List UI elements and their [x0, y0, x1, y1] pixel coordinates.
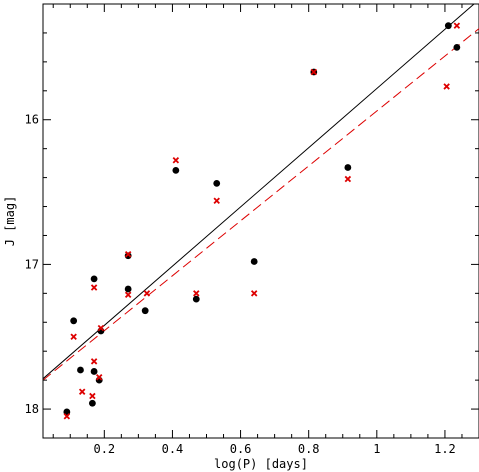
data-point-cross: [453, 22, 461, 29]
data-point-circle: [192, 295, 200, 303]
x-tick-label: 0.2: [93, 442, 115, 456]
data-point-circle: [124, 252, 132, 260]
data-point-circle: [453, 44, 461, 51]
y-tick-label: 16: [25, 113, 39, 127]
data-point-cross: [124, 291, 132, 299]
data-point-cross: [443, 83, 450, 90]
axis-ticks: [43, 3, 479, 439]
data-point-cross: [213, 197, 220, 204]
dashed-fit-line: [43, 28, 479, 381]
data-point-cross: [344, 175, 352, 183]
x-tick-label: 1: [373, 442, 380, 456]
x-axis-label: log(P) [days]: [214, 457, 308, 471]
data-point-circle: [444, 22, 452, 30]
y-tick-label: 18: [25, 402, 39, 416]
data-point-cross: [124, 251, 132, 258]
data-point-cross: [90, 284, 98, 291]
x-tick-label: 1.2: [434, 442, 456, 456]
data-point-circle: [172, 166, 180, 174]
data-point-cross: [70, 333, 77, 340]
x-tick-label: 0.4: [162, 442, 184, 456]
data-point-cross: [63, 413, 71, 420]
solid-fit-line: [43, 4, 475, 380]
x-tick-label: 0.8: [298, 442, 320, 456]
data-point-cross: [90, 358, 98, 365]
data-point-circle: [124, 285, 132, 293]
data-point-cross: [172, 157, 180, 164]
data-point-circle: [344, 164, 352, 171]
data-point-cross: [95, 374, 103, 381]
fit-lines: [43, 4, 479, 381]
data-point-circle: [250, 258, 258, 265]
data-point-circle: [90, 368, 98, 375]
x-tick-label: 0.6: [230, 442, 252, 456]
y-axis-label: J [mag]: [3, 196, 17, 247]
axis-tick-labels: 0.2 0.4 0.6 0.8 1 1.2 16 17 18: [25, 113, 456, 456]
data-point-cross: [97, 324, 105, 332]
data-point-circle: [88, 399, 96, 407]
data-point-cross: [143, 290, 151, 297]
data-point-circle: [141, 307, 149, 315]
data-point-cross: [78, 388, 86, 395]
data-point-circle: [70, 317, 78, 325]
data-points: [63, 22, 461, 420]
plot-frame: [42, 3, 479, 439]
data-point-circle: [213, 179, 221, 187]
data-point-cross: [250, 290, 258, 297]
y-tick-label: 17: [25, 257, 39, 271]
data-point-circle: [77, 366, 84, 374]
data-point-cross: [89, 392, 96, 400]
data-point-circle: [90, 275, 98, 283]
data-point-cross: [310, 68, 318, 76]
data-point-cross: [193, 290, 200, 297]
